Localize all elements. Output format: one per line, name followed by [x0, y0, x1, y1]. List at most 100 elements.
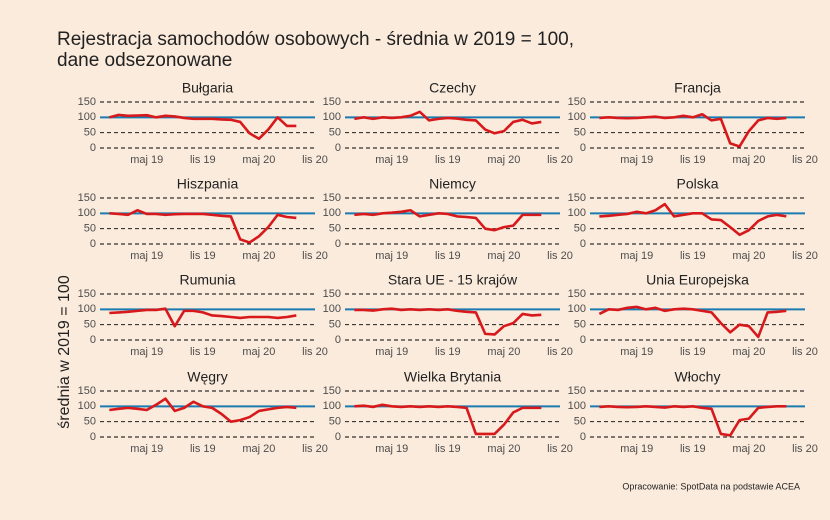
y-tick-label: 50	[574, 223, 586, 235]
data-line	[599, 112, 787, 148]
y-tick-label: 100	[323, 207, 341, 219]
x-tick-label: lis 20	[302, 250, 328, 262]
y-tick-label: 100	[78, 400, 96, 412]
y-tick-label: 150	[323, 96, 341, 108]
x-tick-label: maj 19	[130, 346, 163, 358]
y-tick-label: 0	[580, 431, 586, 443]
chart-title: dane odsezonowane	[57, 50, 232, 71]
y-tick-label: 150	[78, 385, 96, 397]
y-tick-label: 50	[329, 319, 341, 331]
y-tick-label: 150	[568, 192, 586, 204]
y-tick-label: 0	[90, 142, 96, 154]
x-tick-label: lis 20	[792, 250, 818, 262]
data-line	[109, 113, 297, 141]
x-tick-label: lis 20	[547, 346, 573, 358]
y-tick-label: 0	[335, 334, 341, 346]
y-tick-label: 100	[78, 303, 96, 315]
x-tick-label: maj 19	[620, 346, 653, 358]
data-line	[599, 405, 787, 437]
x-tick-label: maj 19	[620, 443, 653, 455]
data-line	[598, 305, 787, 339]
x-tick-label: lis 19	[190, 443, 216, 455]
y-tick-label: 0	[90, 431, 96, 443]
x-tick-label: maj 19	[375, 443, 408, 455]
x-tick-label: maj 20	[487, 346, 520, 358]
x-tick-label: maj 20	[242, 443, 275, 455]
y-tick-label: 0	[90, 238, 96, 250]
y-tick-label: 50	[84, 127, 96, 139]
x-tick-label: maj 20	[242, 250, 275, 262]
y-tick-label: 100	[323, 111, 341, 123]
x-tick-label: maj 20	[242, 346, 275, 358]
y-tick-label: 100	[323, 303, 341, 315]
x-tick-label: maj 19	[375, 250, 408, 262]
y-tick-label: 100	[568, 207, 586, 219]
x-tick-label: maj 19	[620, 154, 653, 166]
y-tick-label: 50	[329, 127, 341, 139]
x-tick-label: lis 19	[435, 250, 461, 262]
y-tick-label: 50	[574, 127, 586, 139]
y-tick-label: 0	[335, 142, 341, 154]
x-tick-label: maj 19	[375, 346, 408, 358]
x-tick-label: lis 20	[792, 443, 818, 455]
x-tick-label: lis 20	[547, 443, 573, 455]
panel-title: Włochy	[675, 369, 721, 385]
x-tick-label: lis 19	[190, 250, 216, 262]
y-tick-label: 150	[323, 288, 341, 300]
x-tick-label: lis 19	[435, 154, 461, 166]
x-tick-label: lis 19	[435, 443, 461, 455]
x-tick-label: maj 20	[487, 250, 520, 262]
data-line	[109, 397, 297, 423]
caption: Opracowanie: SpotData na podstawie ACEA	[622, 481, 800, 491]
x-tick-label: lis 19	[680, 346, 706, 358]
data-line	[109, 208, 297, 244]
y-tick-label: 50	[84, 416, 96, 428]
x-tick-label: maj 19	[620, 250, 653, 262]
x-tick-label: lis 19	[435, 346, 461, 358]
y-tick-label: 0	[580, 142, 586, 154]
y-tick-label: 0	[580, 238, 586, 250]
x-tick-label: lis 19	[190, 154, 216, 166]
y-tick-label: 50	[84, 223, 96, 235]
panel-title: Bułgaria	[182, 80, 234, 96]
x-tick-label: maj 19	[375, 154, 408, 166]
panel-title: Rumunia	[179, 272, 235, 288]
panel-title: Wielka Brytania	[404, 369, 501, 385]
y-tick-label: 100	[568, 111, 586, 123]
x-tick-label: maj 20	[732, 154, 765, 166]
data-line	[354, 307, 542, 336]
y-tick-label: 50	[574, 416, 586, 428]
y-tick-label: 0	[90, 334, 96, 346]
y-tick-label: 150	[78, 288, 96, 300]
y-tick-label: 100	[78, 207, 96, 219]
panel-title: Polska	[676, 176, 718, 192]
y-tick-label: 100	[568, 400, 586, 412]
x-tick-label: lis 20	[302, 346, 328, 358]
y-axis-label: średnia w 2019 = 100	[56, 275, 73, 429]
y-tick-label: 100	[568, 303, 586, 315]
x-tick-label: lis 19	[190, 346, 216, 358]
y-tick-label: 0	[335, 238, 341, 250]
x-tick-label: maj 20	[732, 443, 765, 455]
panel-title: Czechy	[429, 80, 476, 96]
x-tick-label: lis 19	[680, 250, 706, 262]
x-tick-label: maj 19	[130, 154, 163, 166]
x-tick-label: lis 20	[547, 154, 573, 166]
y-tick-label: 150	[568, 96, 586, 108]
x-tick-label: maj 20	[487, 443, 520, 455]
x-tick-label: lis 20	[792, 346, 818, 358]
chart-title: Rejestracja samochodów osobowych - średn…	[57, 29, 574, 50]
y-tick-label: 100	[78, 111, 96, 123]
x-tick-label: lis 20	[547, 250, 573, 262]
data-line	[354, 110, 542, 135]
x-tick-label: lis 19	[680, 154, 706, 166]
x-tick-label: lis 20	[302, 443, 328, 455]
y-tick-label: 150	[323, 192, 341, 204]
y-tick-label: 0	[335, 431, 341, 443]
panel-title: Węgry	[187, 369, 227, 385]
x-tick-label: maj 20	[242, 154, 275, 166]
panel-title: Stara UE - 15 krajów	[388, 272, 518, 288]
x-tick-label: lis 20	[792, 154, 818, 166]
panel-title: Francja	[674, 80, 721, 96]
